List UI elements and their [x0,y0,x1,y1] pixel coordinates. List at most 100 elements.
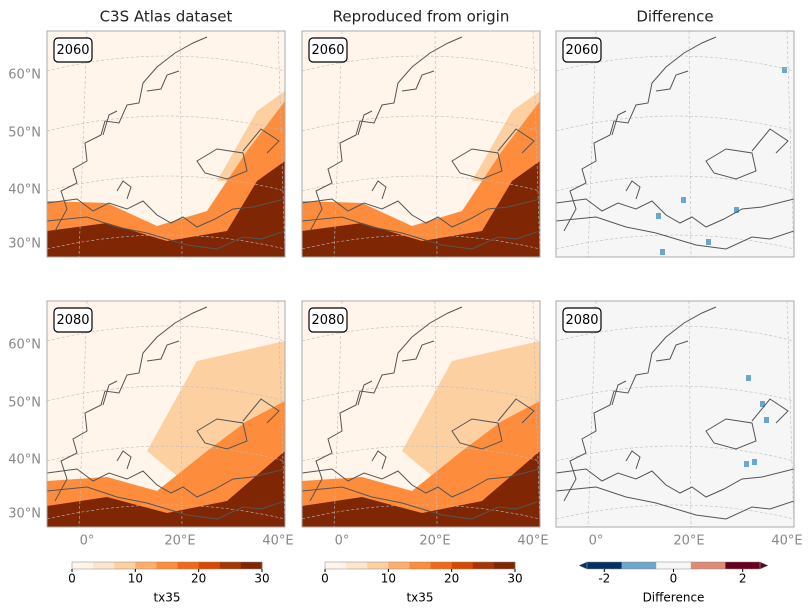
colorbar-segment [135,562,157,569]
graticule [47,31,285,257]
column-title: Reproduced from origin [333,8,510,26]
diff-cell [782,67,787,73]
lon-tick-label: 20°E [419,534,450,549]
colorbar-segment [493,562,516,569]
year-box [53,37,93,63]
map-panel [302,301,540,527]
lat-tick-label: 30°N [8,237,41,252]
panel-frame [301,30,541,258]
colorbar-segment [219,562,242,569]
colorbar-tick-label: 20 [191,572,206,586]
panel-frame [46,30,286,258]
map-panel [302,31,540,257]
lon-tick-label: 0° [335,534,350,549]
year-box [562,37,602,63]
heat-dark [302,161,540,257]
lat-tick-label: 40°N [8,183,41,198]
lat-tick-label: 30°N [8,507,41,522]
lat-tick-label: 40°N [8,453,41,468]
colorbar-tick-label: 2 [739,572,747,586]
diff-cell [764,417,769,423]
colorbar-tick-label: 20 [444,572,459,586]
map-panel [47,31,285,257]
year-label: 2080 [311,313,344,328]
lon-tick-label: 20°E [164,534,195,549]
panel-frame [555,30,795,258]
heat-mid [302,101,540,257]
diff-cell [660,249,665,255]
lon-tick-label: 0° [80,534,95,549]
colorbar-label: Difference [643,591,705,605]
coastline [47,306,285,520]
colorbar-segment [725,562,761,569]
heat-dark [302,451,540,527]
column-title: Difference [636,8,713,26]
colorbar-tick-label: 30 [254,572,269,586]
lon-tick-label: 0° [589,534,604,549]
lon-tick-label: 40°E [771,534,802,549]
colorbar-extend [759,561,769,570]
colorbar-extend [578,561,588,570]
colorbar-tick-label: 10 [128,572,143,586]
year-box [562,307,602,333]
colorbar-segment [409,562,431,569]
colorbar-segment [240,562,263,569]
graticule [556,301,794,527]
colorbar-segment [367,562,389,569]
colorbar-segment [388,562,410,569]
diff-cell [752,459,757,465]
lat-tick-label: 60°N [8,68,41,83]
colorbar-tick-label: 0 [670,572,678,586]
coastline [47,36,285,250]
graticule [556,31,794,257]
diff-cell [760,401,765,407]
colorbar-segment [451,562,474,569]
colorbar-segment [93,562,115,569]
map-background [556,301,794,527]
diff-cell [744,461,749,467]
year-label: 2060 [56,43,89,58]
heat-mid [302,401,540,527]
colorbar-tick-label: 0 [68,572,76,586]
colorbar-label: tx35 [406,591,433,605]
colorbar-tick-label: 0 [321,572,329,586]
colorbar-frame [71,561,263,570]
colorbar-segment [346,562,368,569]
colorbar-segment [156,562,178,569]
colorbar-segment [587,562,622,569]
coastline [556,36,794,250]
lat-tick-label: 60°N [8,338,41,353]
colorbar-label: tx35 [153,591,180,605]
map-panel [47,301,285,527]
coastline [302,306,540,520]
coastline [556,306,794,520]
colorbar-segment [72,562,94,569]
year-box [53,307,93,333]
year-label: 2080 [56,313,89,328]
lon-tick-label: 40°E [517,534,548,549]
colorbar-segment [198,562,221,569]
year-label: 2060 [311,43,344,58]
map-panel [556,301,794,527]
year-box [308,37,348,63]
colorbar-segment [114,562,136,569]
colorbar-tick-label: 30 [507,572,522,586]
graticule [302,31,540,257]
colorbar-segment [325,562,347,569]
year-box [308,307,348,333]
year-label: 2060 [565,43,598,58]
colorbar-segment [621,562,657,569]
lat-tick-label: 50°N [8,126,41,141]
lat-tick-label: 50°N [8,396,41,411]
lon-tick-label: 40°E [262,534,293,549]
heat-mid [47,401,285,527]
colorbar-segment [656,562,692,569]
coastline [302,36,540,250]
map-panel [556,31,794,257]
heat-dark [47,161,285,257]
panel-frame [46,300,286,528]
heat-mid [47,101,285,257]
colorbar-tick-label: -2 [598,572,610,586]
colorbar-segment [430,562,452,569]
